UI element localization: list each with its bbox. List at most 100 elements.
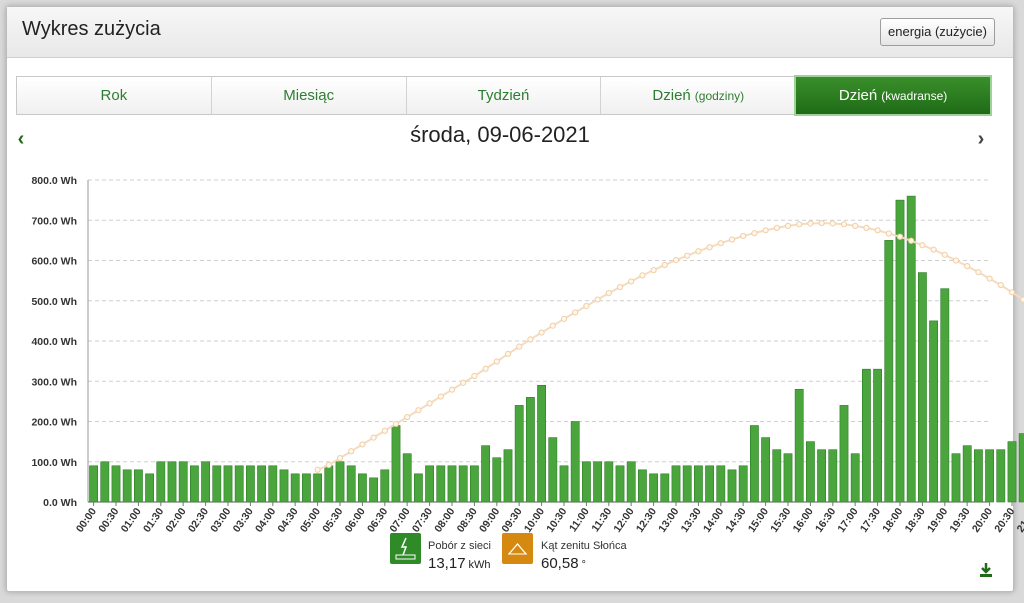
bar — [783, 453, 793, 503]
x-tick-label: 19:00 — [925, 506, 950, 535]
bar — [1018, 433, 1024, 503]
sun-angle-point — [661, 261, 668, 269]
bar — [1007, 441, 1017, 503]
legend-sun-value: 60,58 ° — [541, 555, 586, 572]
bar — [805, 441, 815, 503]
sun-angle-point — [639, 272, 646, 279]
tab-year[interactable]: Rok — [17, 77, 212, 114]
x-tick-label: 04:30 — [275, 506, 300, 535]
x-tick-label: 09:00 — [477, 506, 502, 535]
sun-angle-point — [605, 290, 612, 297]
bar — [481, 445, 490, 503]
tab-day-hours[interactable]: Dzień (godziny) — [601, 77, 797, 114]
x-tick-label: 16:30 — [813, 506, 838, 535]
x-tick-label: 20:00 — [970, 506, 995, 535]
bar — [940, 288, 950, 503]
x-tick-label: 16:00 — [791, 506, 816, 535]
bar — [817, 449, 826, 503]
x-tick-label: 13:00 — [656, 506, 681, 535]
sun-angle-icon — [502, 533, 533, 564]
tab-sublabel: (godziny) — [694, 88, 745, 103]
bar — [89, 465, 98, 503]
x-tick-label: 15:00 — [746, 506, 771, 535]
y-tick-label: 0.0 Wh — [43, 497, 77, 509]
x-tick-label: 05:00 — [298, 506, 323, 535]
x-tick-label: 06:30 — [365, 506, 390, 535]
sun-angle-point — [684, 252, 691, 259]
bar — [201, 461, 210, 503]
bar — [469, 465, 479, 503]
bar — [693, 465, 703, 503]
sun-angle-point — [885, 230, 892, 237]
tab-label: Dzień — [652, 87, 691, 104]
bar — [962, 445, 972, 503]
bar — [861, 368, 871, 503]
chevron-right-icon[interactable]: › — [977, 128, 985, 150]
legend-grid-unit: kWh — [468, 559, 491, 571]
sun-angle-point — [471, 372, 478, 380]
sun-angle-point — [336, 455, 344, 462]
bar — [178, 461, 188, 503]
x-tick-label: 00:00 — [74, 506, 99, 535]
energy-mode-button[interactable]: energia (zużycie) — [880, 18, 995, 46]
sun-angle-point — [964, 263, 971, 270]
bar — [279, 469, 289, 503]
sun-angle-point — [493, 358, 500, 365]
bar — [223, 465, 233, 503]
sun-angle-point — [538, 329, 545, 336]
bar — [873, 368, 882, 503]
x-tick-label: 08:30 — [455, 506, 480, 535]
download-icon[interactable] — [978, 562, 994, 578]
bar — [268, 465, 278, 503]
bar — [772, 449, 782, 503]
sun-angle-point — [829, 220, 836, 227]
bar — [738, 465, 748, 503]
sun-angle-point — [1008, 289, 1016, 296]
sun-angle-point — [616, 283, 624, 291]
tab-label: Dzień — [838, 87, 878, 104]
tab-day-quarters[interactable]: Dzień (kwadranse) — [794, 75, 992, 116]
x-tick-label: 09:30 — [499, 506, 524, 535]
sun-angle-point — [415, 407, 422, 414]
x-tick-label: 06:00 — [343, 506, 368, 535]
bar — [167, 461, 177, 503]
bar — [145, 473, 154, 503]
bar — [593, 461, 602, 503]
sun-angle-point — [728, 236, 736, 243]
legend-grid-value: 13,17 kWh — [428, 555, 491, 572]
sun-angle-point — [560, 315, 568, 322]
x-tick-label: 03:30 — [231, 506, 256, 535]
tab-sublabel: (kwadranse) — [881, 88, 948, 103]
sun-angle-point — [818, 219, 825, 227]
bar — [100, 461, 110, 503]
x-tick-label: 18:30 — [903, 506, 928, 535]
chevron-left-icon[interactable]: ‹ — [17, 128, 25, 150]
sun-angle-point — [930, 246, 937, 253]
tab-month[interactable]: Miesiąc — [211, 77, 407, 114]
bar — [671, 465, 681, 503]
bar — [190, 465, 199, 503]
x-tick-label: 03:00 — [208, 506, 233, 535]
sun-angle-point — [549, 322, 556, 329]
sun-angle-point — [404, 413, 411, 421]
sun-angle-point — [952, 257, 960, 264]
sun-angle-point — [706, 244, 713, 251]
x-tick-label: 18:00 — [880, 506, 905, 535]
y-tick-label: 600.0 Wh — [31, 256, 77, 268]
tab-label: Tydzień — [477, 87, 530, 104]
bar — [391, 425, 401, 503]
bar — [929, 320, 938, 503]
bar — [637, 469, 647, 503]
bar — [895, 199, 905, 503]
bar — [380, 469, 390, 503]
x-tick-label: 13:30 — [679, 506, 704, 535]
bar — [727, 469, 737, 503]
x-tick-label: 17:00 — [835, 506, 860, 535]
sun-angle-point — [908, 237, 915, 244]
sun-angle-point — [460, 379, 467, 386]
tab-label: Miesiąc — [283, 87, 335, 104]
sun-angle-point — [863, 224, 870, 231]
tab-week[interactable]: Tydzień — [406, 77, 602, 114]
sun-angle-point — [807, 220, 814, 227]
